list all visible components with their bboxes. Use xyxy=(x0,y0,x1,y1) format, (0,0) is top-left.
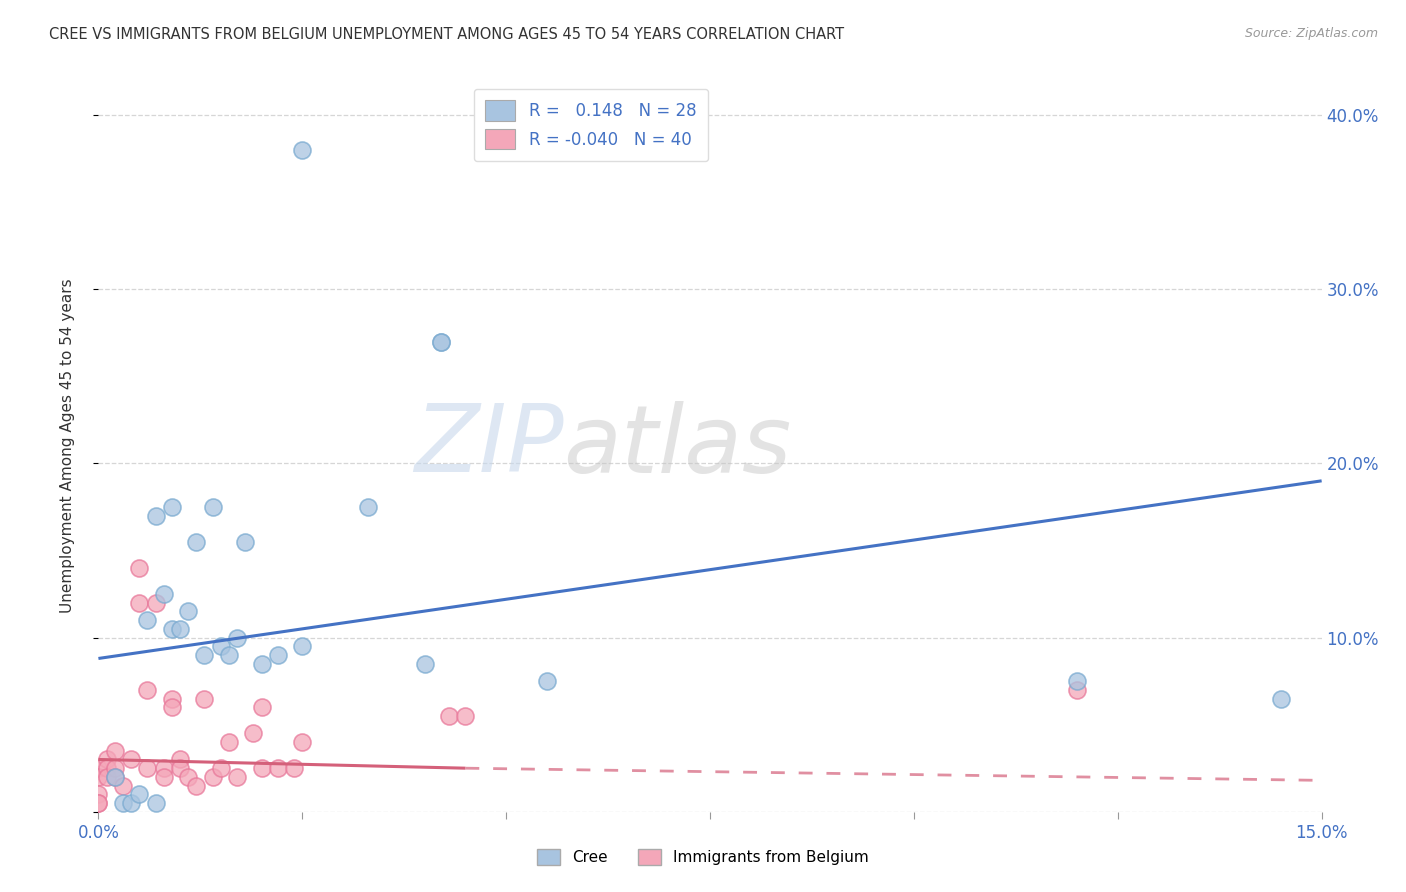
Point xyxy=(160,700,183,714)
Point xyxy=(104,770,127,784)
Point xyxy=(186,779,208,793)
Point xyxy=(226,770,249,784)
Point xyxy=(218,648,240,662)
Point xyxy=(218,735,240,749)
Point xyxy=(104,761,127,775)
Point xyxy=(233,534,256,549)
Point xyxy=(104,744,127,758)
Point xyxy=(437,709,460,723)
Text: atlas: atlas xyxy=(564,401,792,491)
Point xyxy=(152,587,174,601)
Point xyxy=(128,561,150,575)
Point xyxy=(201,770,224,784)
Point xyxy=(267,761,290,775)
Point xyxy=(87,796,110,810)
Point xyxy=(145,508,167,523)
Point xyxy=(152,770,174,784)
Point xyxy=(1066,674,1088,689)
Point xyxy=(152,761,174,775)
Point xyxy=(87,787,110,801)
Point xyxy=(128,787,150,801)
Point xyxy=(87,761,110,775)
Text: Source: ZipAtlas.com: Source: ZipAtlas.com xyxy=(1244,27,1378,40)
Text: CREE VS IMMIGRANTS FROM BELGIUM UNEMPLOYMENT AMONG AGES 45 TO 54 YEARS CORRELATI: CREE VS IMMIGRANTS FROM BELGIUM UNEMPLOY… xyxy=(49,27,845,42)
Point xyxy=(111,796,134,810)
Point xyxy=(201,500,224,514)
Point xyxy=(536,674,558,689)
Point xyxy=(96,770,118,784)
Point xyxy=(177,604,200,618)
Point xyxy=(250,761,273,775)
Point xyxy=(120,752,142,766)
Point xyxy=(128,596,150,610)
Point xyxy=(160,500,183,514)
Legend: Cree, Immigrants from Belgium: Cree, Immigrants from Belgium xyxy=(531,843,875,871)
Point xyxy=(87,796,110,810)
Point xyxy=(160,691,183,706)
Point xyxy=(145,596,167,610)
Point xyxy=(104,770,127,784)
Point xyxy=(267,648,290,662)
Point xyxy=(169,752,191,766)
Legend: R =   0.148   N = 28, R = -0.040   N = 40: R = 0.148 N = 28, R = -0.040 N = 40 xyxy=(474,88,709,161)
Point xyxy=(413,657,436,671)
Point xyxy=(250,700,273,714)
Point xyxy=(291,143,314,157)
Point xyxy=(87,770,110,784)
Point xyxy=(136,682,159,697)
Point xyxy=(226,631,249,645)
Point xyxy=(430,334,453,349)
Point xyxy=(96,761,118,775)
Point xyxy=(177,770,200,784)
Point xyxy=(356,500,378,514)
Point xyxy=(111,779,134,793)
Text: ZIP: ZIP xyxy=(413,401,564,491)
Point xyxy=(136,761,159,775)
Point xyxy=(209,761,232,775)
Point xyxy=(250,657,273,671)
Point xyxy=(193,648,215,662)
Point xyxy=(1270,691,1292,706)
Point xyxy=(209,640,232,654)
Point xyxy=(242,726,264,740)
Point xyxy=(145,796,167,810)
Point xyxy=(454,709,477,723)
Point xyxy=(96,752,118,766)
Point xyxy=(169,622,191,636)
Point xyxy=(291,735,314,749)
Point xyxy=(169,761,191,775)
Point xyxy=(186,534,208,549)
Point xyxy=(291,640,314,654)
Point xyxy=(160,622,183,636)
Point xyxy=(283,761,305,775)
Point xyxy=(430,334,453,349)
Y-axis label: Unemployment Among Ages 45 to 54 years: Unemployment Among Ages 45 to 54 years xyxy=(60,278,75,614)
Point xyxy=(1066,682,1088,697)
Point xyxy=(136,613,159,627)
Point xyxy=(193,691,215,706)
Point xyxy=(120,796,142,810)
